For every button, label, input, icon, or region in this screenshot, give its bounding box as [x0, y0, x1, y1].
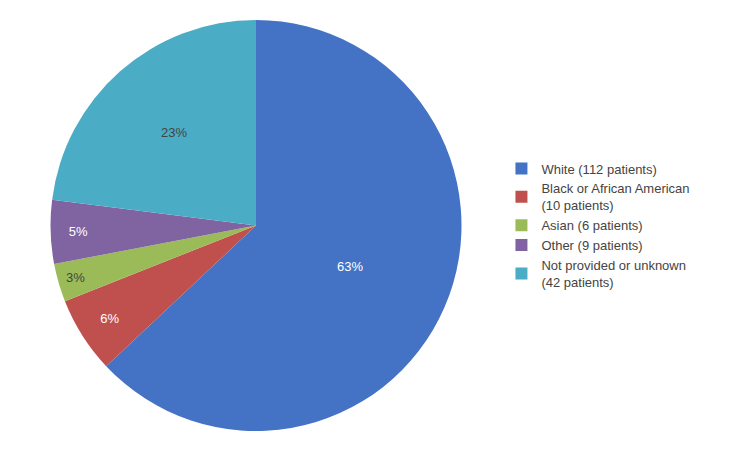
- svg-text:Black or African American(10 p: Black or African American(10 patients): [541, 181, 689, 213]
- svg-text:White (112 patients): White (112 patients): [541, 162, 656, 177]
- svg-text:Other (9 patients): Other (9 patients): [541, 238, 642, 253]
- svg-text:3%: 3%: [66, 270, 85, 285]
- svg-text:23%: 23%: [161, 125, 187, 140]
- svg-text:Asian (6 patients): Asian (6 patients): [541, 218, 642, 233]
- svg-text:5%: 5%: [69, 224, 88, 239]
- svg-text:63%: 63%: [337, 259, 363, 274]
- svg-text:6%: 6%: [100, 311, 119, 326]
- svg-text:Not provided or unknown(42 pat: Not provided or unknown(42 patients): [541, 258, 686, 290]
